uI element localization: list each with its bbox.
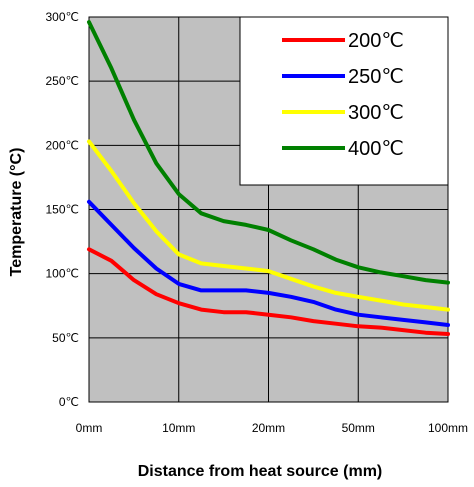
grid-lines <box>88 16 449 403</box>
legend-box <box>239 16 449 186</box>
series-line-2 <box>87 139 450 312</box>
x-tick-label: 100mm <box>428 421 468 435</box>
y-tick-label: 100℃ <box>46 267 80 281</box>
y-tick-label: 250℃ <box>46 74 80 88</box>
legend-label-0: 200℃ <box>348 30 404 52</box>
x-axis-ticks: 0mm 10mm 20mm 50mm 100mm <box>76 421 468 435</box>
y-tick-label: 50℃ <box>52 331 79 345</box>
y-tick-label: 150℃ <box>46 203 80 217</box>
legend-label-2: 300℃ <box>348 102 404 124</box>
x-tick-label: 0mm <box>76 421 103 435</box>
legend: 200℃ 250℃ 300℃ 400℃ <box>239 16 449 186</box>
y-tick-label: 300℃ <box>46 10 80 24</box>
legend-label-3: 400℃ <box>348 138 404 160</box>
y-axis-ticks: 0℃ 50℃ 100℃ 150℃ 200℃ 250℃ 300℃ <box>46 10 80 409</box>
y-tick-label: 200℃ <box>46 138 80 152</box>
series-line-3 <box>87 20 450 285</box>
series-line-0 <box>87 247 450 336</box>
x-tick-label: 20mm <box>252 421 285 435</box>
series-lines <box>87 20 450 336</box>
series-line-1 <box>87 199 450 327</box>
legend-label-1: 250℃ <box>348 66 404 88</box>
x-tick-label: 10mm <box>162 421 195 435</box>
x-tick-label: 50mm <box>342 421 375 435</box>
x-axis-title: Distance from heat source (mm) <box>138 463 383 480</box>
y-axis-title: Temperature (°C) <box>8 148 25 277</box>
y-tick-label: 0℃ <box>59 395 79 409</box>
